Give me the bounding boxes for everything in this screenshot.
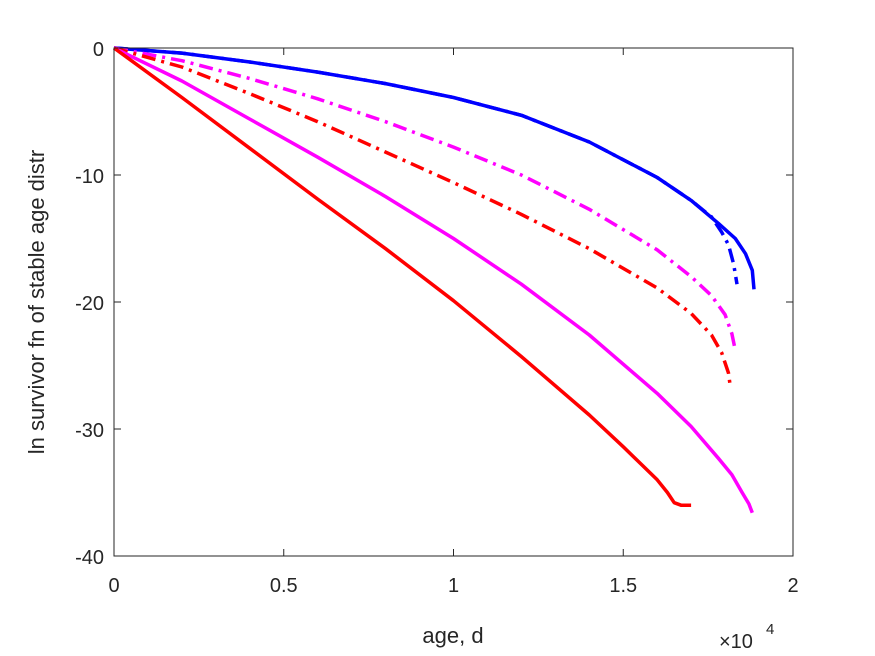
y-tick-label: -30 [75,420,104,442]
x-axis-title: age, d [422,623,483,648]
x-tick-label: 0.5 [270,575,298,597]
x-tick-label: 1.5 [609,575,637,597]
series-line-3 [113,46,738,351]
series-line-6 [112,46,692,507]
x-exponent-label: ×10 4 [719,621,774,653]
x-exponent-power: 4 [766,621,774,638]
series-line-5 [113,46,754,514]
series-line-4 [113,46,732,387]
x-tick-label: 2 [787,575,798,597]
tick-layer: 0 0.5 1 1.5 2 0 -10 -20 -30 -40 [75,39,798,597]
x-exponent-base: ×10 [719,631,753,653]
series-layer [112,46,756,514]
x-tick-label: 1 [448,575,459,597]
y-tick-label: -10 [75,166,104,188]
y-tick-label: 0 [93,39,104,61]
series-line-2 [113,46,739,285]
y-tick-label: -40 [75,547,104,569]
y-axis-title: ln survivor fn of stable age distr [24,150,49,454]
x-tick-label: 0 [108,575,119,597]
y-tick-label: -20 [75,293,104,315]
